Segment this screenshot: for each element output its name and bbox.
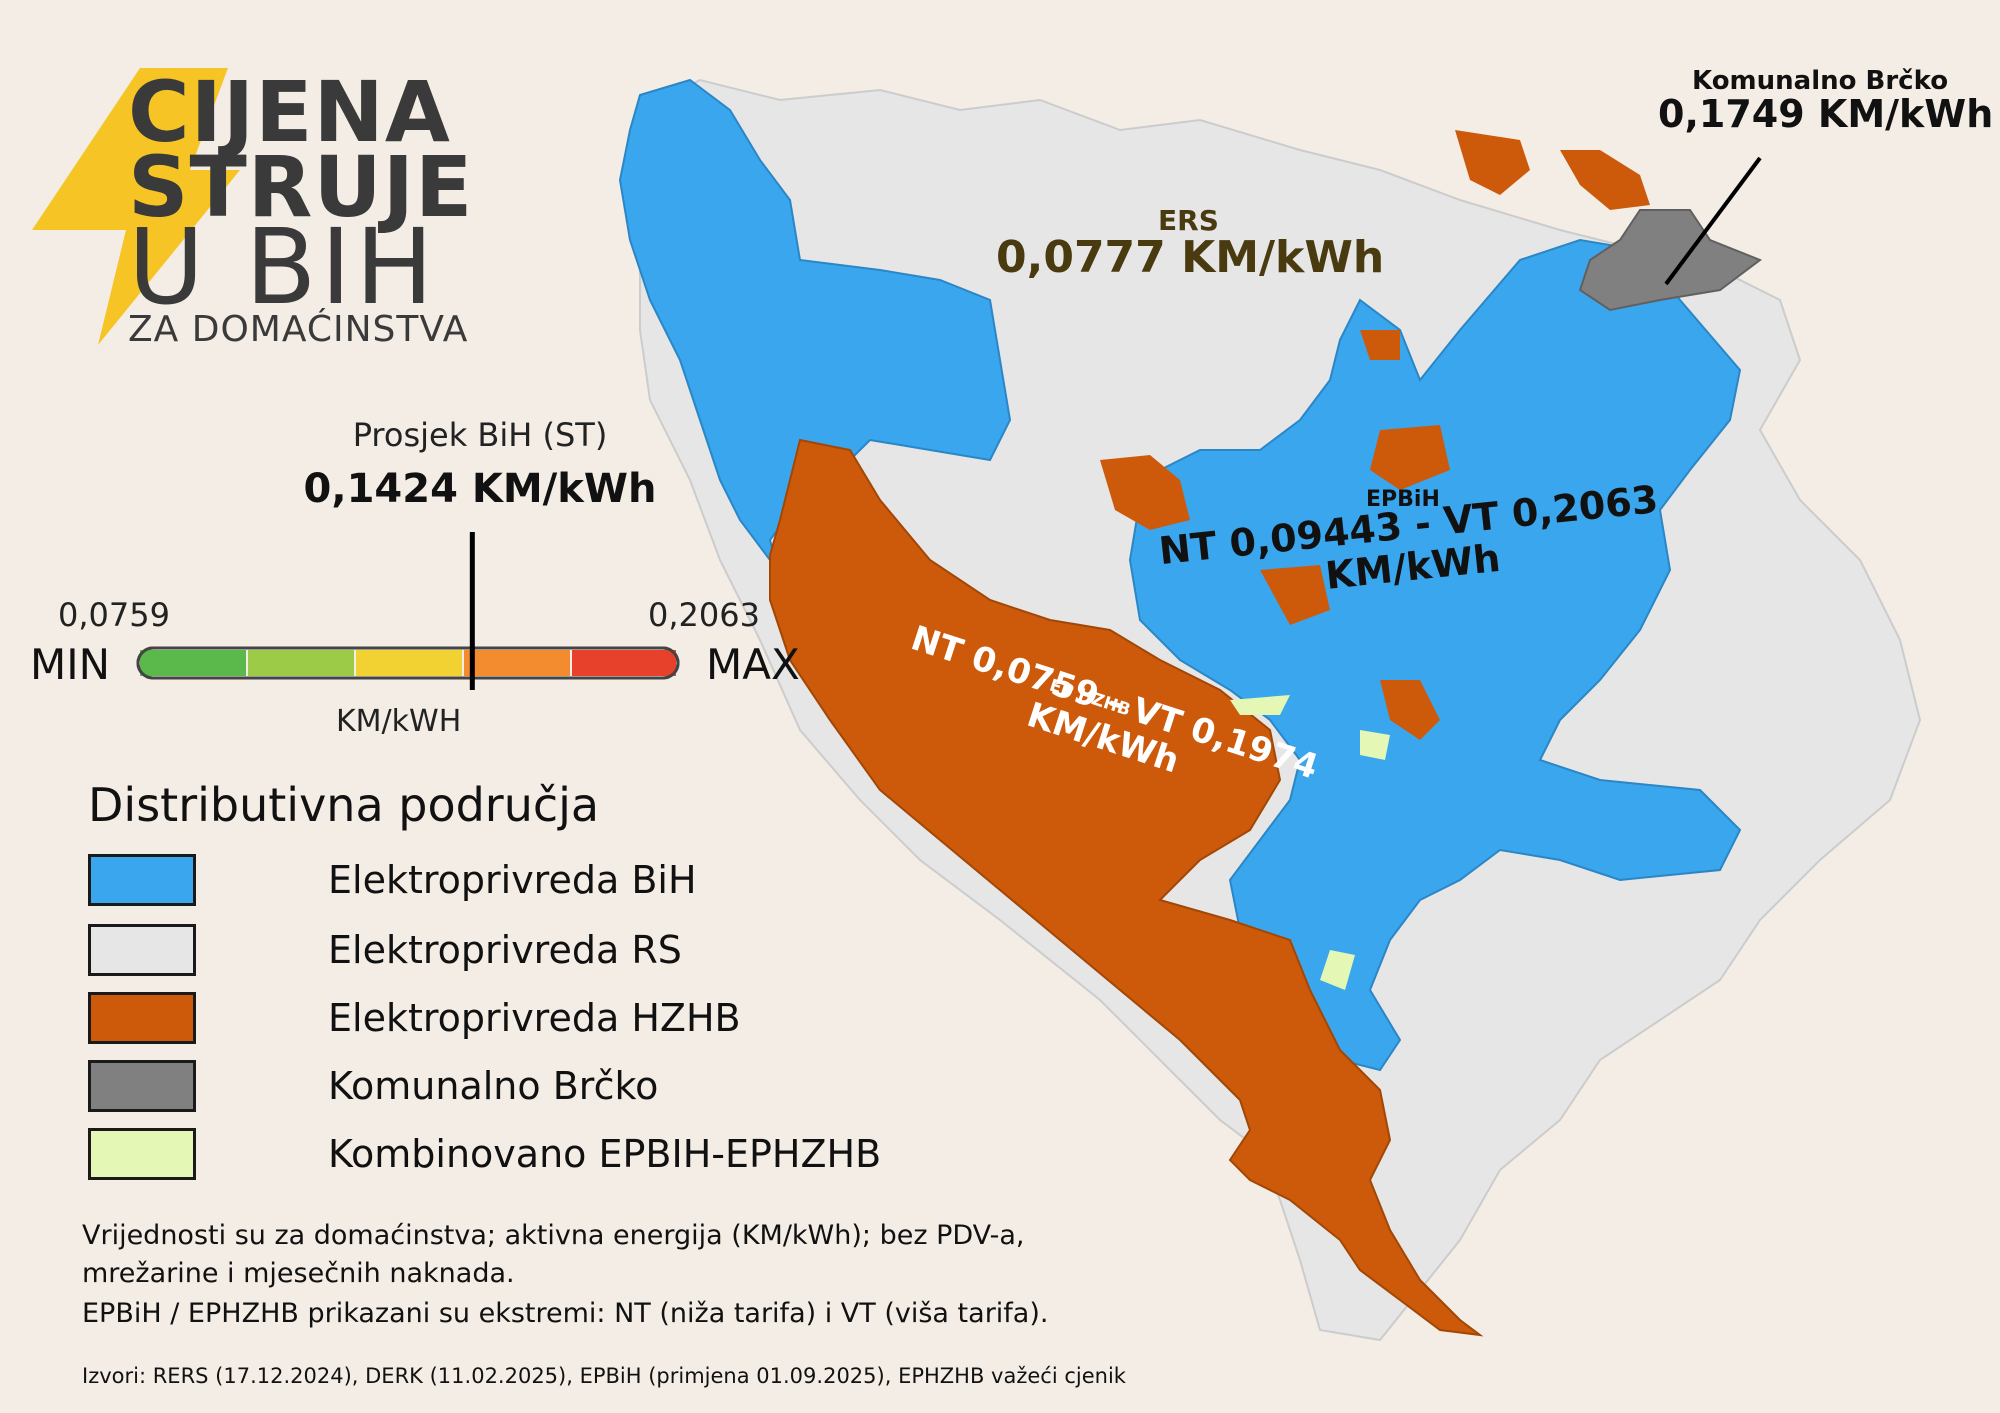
scale-min-label: MIN	[30, 640, 111, 689]
region-ephzhb-enclave-4	[1370, 425, 1450, 490]
brcko-price-label: 0,1749 KM/kWh	[1658, 92, 1994, 136]
legend-item-combined: Kombinovano EPBIH-EPHZHB	[88, 1126, 881, 1182]
note-line-2: mrežarine i mjesečnih naknada.	[82, 1258, 515, 1289]
legend-item-ephzhb: Elektroprivreda HZHB	[88, 990, 741, 1046]
scale-max-label: MAX	[706, 640, 800, 689]
legend-label: Elektroprivreda RS	[328, 928, 682, 972]
title-line-2: STRUJE	[128, 138, 474, 236]
region-ephzhb-enclave-7	[1360, 330, 1400, 360]
price-scale-bar	[136, 646, 680, 680]
legend-label: Kombinovano EPBIH-EPHZHB	[328, 1132, 882, 1176]
legend-swatch	[88, 1060, 196, 1112]
region-brcko	[1578, 209, 1763, 312]
region-ephzhb-enclave-1	[1455, 130, 1530, 195]
average-label: Prosjek BiH (ST)	[352, 416, 608, 454]
legend-title: Distributivna područja	[88, 778, 600, 832]
note-line-1: Vrijednosti su za domaćinstva; aktivna e…	[82, 1220, 1025, 1251]
legend-label: Komunalno Brčko	[328, 1064, 659, 1108]
region-combined-2	[1360, 730, 1390, 760]
legend-item-ers: Elektroprivreda RS	[88, 922, 682, 978]
region-ephzhb-enclave-6	[1380, 680, 1440, 740]
region-ephzhb-enclave-2	[1560, 150, 1650, 210]
ers-price-label: 0,0777 KM/kWh	[996, 232, 1385, 283]
scale-unit: KM/kWH	[336, 704, 462, 739]
region-combined-3	[1320, 950, 1355, 990]
legend-label: Elektroprivreda BiH	[328, 858, 697, 902]
sources-note: Izvori: RERS (17.12.2024), DERK (11.02.2…	[82, 1364, 1126, 1388]
region-ephzhb-enclave-5	[1260, 565, 1330, 625]
title-subtitle: ZA DOMAĆINSTVA	[128, 309, 469, 350]
legend-item-brcko: Komunalno Brčko	[88, 1058, 658, 1114]
scale-max-value: 0,2063	[648, 596, 760, 634]
brcko-name-label: Komunalno Brčko	[1692, 66, 1949, 96]
note-line-3: EPBiH / EPHZHB prikazani su ekstremi: NT…	[82, 1298, 1049, 1329]
epbih-name-label: EPBiH	[1366, 487, 1440, 512]
ers-name-label: ERS	[1158, 204, 1219, 237]
region-combined-1	[1230, 695, 1290, 715]
legend-swatch	[88, 924, 196, 976]
region-ephzhb-enclave-3	[1100, 455, 1190, 530]
region-ephzhb-southwest	[769, 438, 1484, 1337]
legend-swatch	[88, 854, 196, 906]
average-value: 0,1424 KM/kWh	[303, 466, 657, 512]
lightning-bolt-icon	[32, 68, 240, 345]
title-line-1: CIJENA	[128, 63, 451, 161]
title-line-3: U BIH	[128, 206, 438, 328]
region-epbih-west	[618, 78, 1012, 581]
legend-item-epbih: Elektroprivreda BiH	[88, 852, 697, 908]
region-epbih-central	[1128, 238, 1742, 1072]
brcko-pointer-line	[1664, 156, 1762, 286]
scale-min-value: 0,0759	[58, 596, 170, 634]
legend-swatch	[88, 992, 196, 1044]
legend-label: Elektroprivreda HZHB	[328, 996, 741, 1040]
legend-swatch	[88, 1128, 196, 1180]
